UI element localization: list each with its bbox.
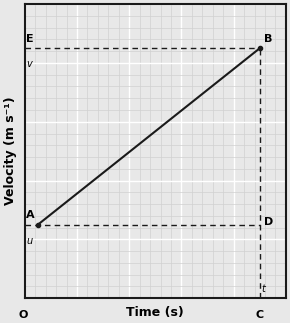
Text: t: t bbox=[262, 284, 266, 294]
X-axis label: Time (s): Time (s) bbox=[126, 306, 184, 319]
Y-axis label: Velocity (m s⁻¹): Velocity (m s⁻¹) bbox=[4, 97, 17, 205]
Text: O: O bbox=[19, 310, 28, 320]
Text: B: B bbox=[264, 34, 272, 44]
Text: C: C bbox=[256, 310, 264, 320]
Text: D: D bbox=[264, 217, 273, 227]
Text: u: u bbox=[26, 236, 32, 246]
Text: E: E bbox=[26, 34, 34, 44]
Text: v: v bbox=[26, 59, 32, 69]
Text: A: A bbox=[26, 210, 35, 220]
